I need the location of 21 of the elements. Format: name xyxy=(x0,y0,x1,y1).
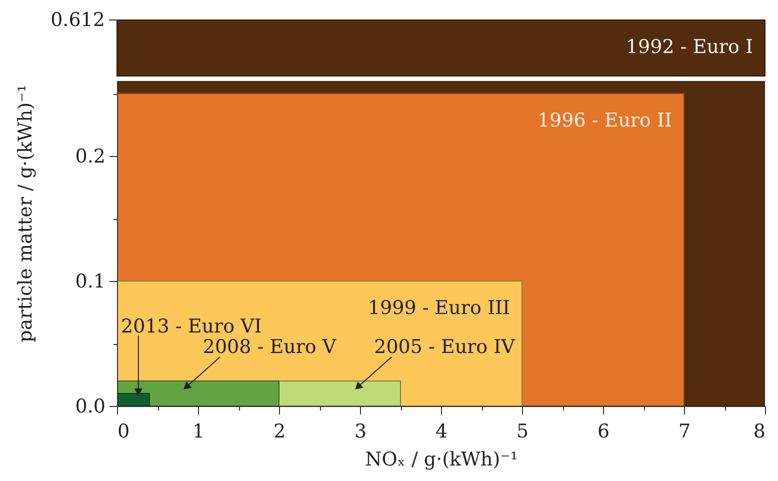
series-label: 2005 - Euro IV xyxy=(374,336,516,358)
text: 0.612 xyxy=(50,9,105,31)
x-tick-label: 1 xyxy=(192,420,205,442)
y-axis-title: particle matter / g·(kWh)⁻¹ xyxy=(14,84,36,342)
band-label: 1992 - Euro I xyxy=(626,36,753,58)
x-tick-label: 3 xyxy=(354,420,367,442)
x-axis-title: NOₓ / g·(kWh)⁻¹ xyxy=(365,448,518,470)
text: 2013 - Euro VI xyxy=(121,316,262,338)
x-tick-label: 8 xyxy=(753,420,766,442)
x-tick-label: 4 xyxy=(435,420,448,442)
series-label: 1996 - Euro II xyxy=(537,110,672,132)
y-tick-label: 0.1 xyxy=(75,270,106,292)
y-tick-label: 0.2 xyxy=(75,146,106,168)
series-label: 2008 - Euro V xyxy=(202,336,336,358)
x-tick-label: 0 xyxy=(118,420,130,442)
x-tick-label: 6 xyxy=(597,420,610,442)
x-tick-label: 5 xyxy=(516,420,529,442)
x-tick-label: 7 xyxy=(678,420,691,442)
series-label: 1999 - Euro III xyxy=(368,297,510,319)
x-tick-label: 2 xyxy=(273,420,286,442)
y-tick-label: 0.0 xyxy=(75,396,106,418)
